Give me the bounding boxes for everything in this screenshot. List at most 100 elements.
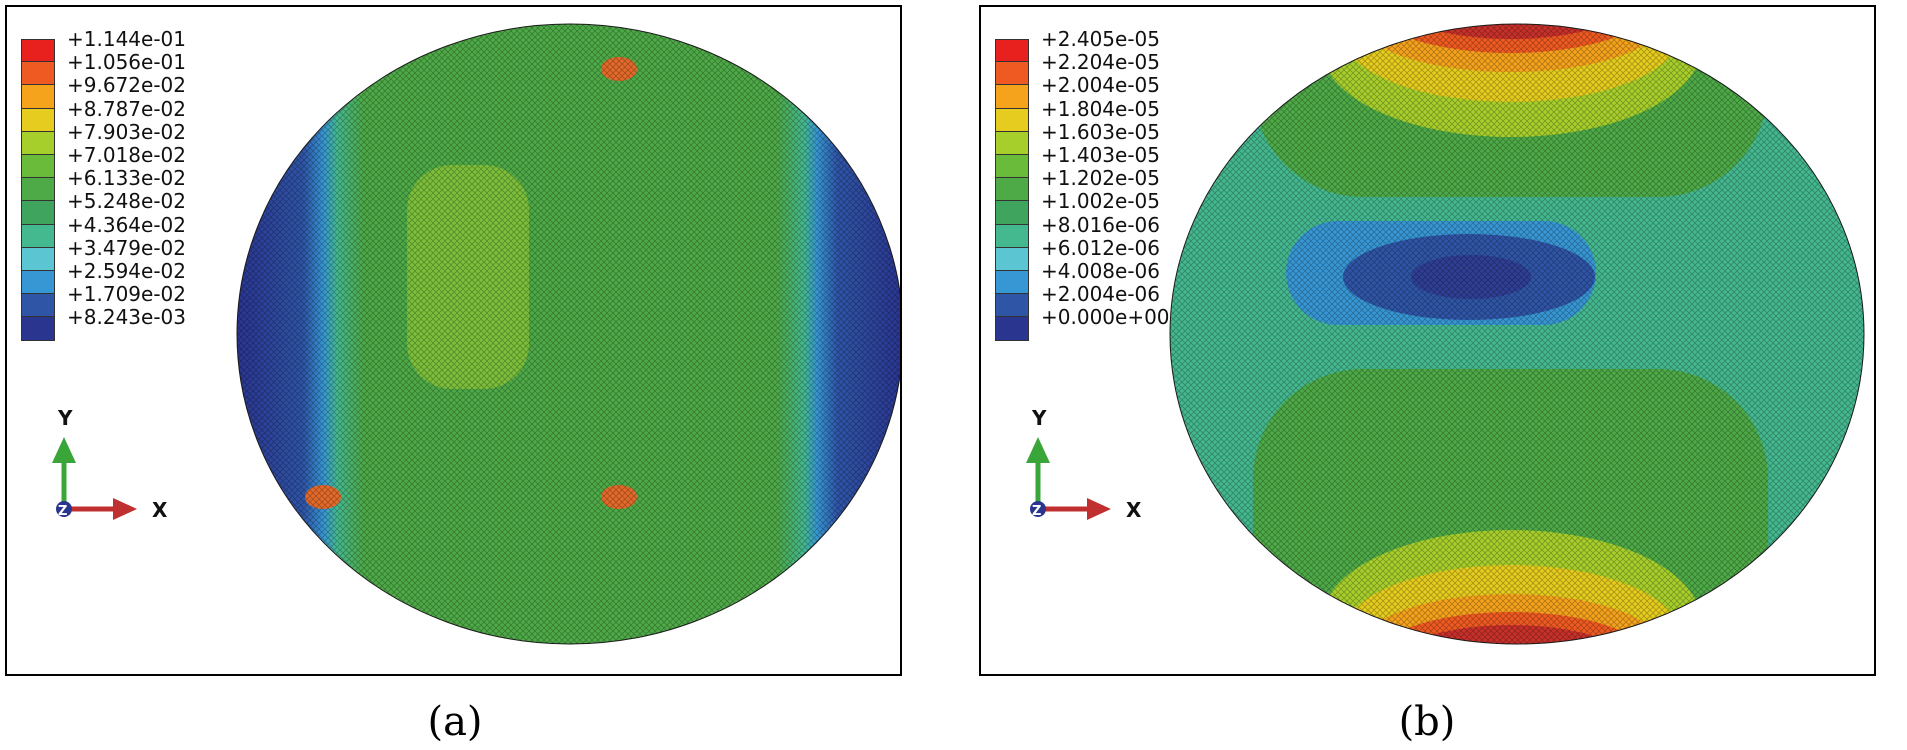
legend-label: +1.002e-05 <box>1041 189 1160 214</box>
legend-swatch <box>995 317 1029 341</box>
legend-swatch <box>995 271 1029 295</box>
x-arrow-icon <box>1087 498 1111 520</box>
legend-label: +0.000e+00 <box>1041 305 1170 330</box>
legend-entry: +2.004e-06 <box>995 280 1225 318</box>
legend-label: +1.056e-01 <box>67 50 186 75</box>
legend-entry: +1.709e-02 <box>21 280 251 318</box>
legend-label: +1.202e-05 <box>1041 166 1160 191</box>
legend-swatch <box>21 39 55 63</box>
z-axis-icon <box>56 501 72 517</box>
legend-entry: +5.248e-02 <box>21 187 251 225</box>
legend-swatch <box>995 155 1029 179</box>
z-axis-label: Z <box>58 504 67 519</box>
legend-entry: +2.204e-05 <box>995 48 1225 86</box>
coordinate-triad-b: Z Y X <box>1026 406 1142 522</box>
y-arrow-icon <box>52 437 76 463</box>
legend-entry: +1.603e-05 <box>995 118 1225 155</box>
legend-entry: +7.018e-02 <box>21 141 251 179</box>
contour-field-a: Z Y X <box>52 23 900 645</box>
legend-swatch <box>995 201 1029 225</box>
contour-fill-b <box>1170 24 1864 644</box>
legend-entry: +8.016e-06 <box>995 211 1225 248</box>
legend-label: +9.672e-02 <box>67 73 186 98</box>
legend-entry: +1.403e-05 <box>995 141 1225 179</box>
legend-entry: +4.008e-06 <box>995 257 1225 295</box>
x-arrow-icon <box>113 498 137 520</box>
legend-entry: +2.594e-02 <box>21 257 251 295</box>
y-arrow-icon <box>1026 437 1050 463</box>
legend-label: +5.248e-02 <box>67 189 186 214</box>
legend-swatch <box>21 62 55 86</box>
contour-fill-a <box>237 24 900 644</box>
y-axis-label: Y <box>1031 406 1047 430</box>
legend-label: +3.479e-02 <box>67 235 186 260</box>
legend-entry: +1.002e-05 <box>995 187 1225 225</box>
panel-caption-a: (a) <box>427 699 483 745</box>
legend-label: +2.004e-05 <box>1041 73 1160 98</box>
legend-swatch <box>21 131 55 155</box>
z-axis-label: Z <box>1032 504 1041 519</box>
contour-plot-panel-a: Z Y X +1.144e-01 +1.056e-01 +9.672e-02 +8.7… <box>5 5 902 676</box>
legend-swatch <box>21 178 55 202</box>
legend-swatch <box>21 247 55 271</box>
legend-label: +7.903e-02 <box>67 119 186 144</box>
legend-entry: +9.672e-02 <box>21 71 251 109</box>
legend-entry: +1.804e-05 <box>995 95 1225 132</box>
legend-entry: +1.202e-05 <box>995 164 1225 202</box>
x-axis-label: X <box>152 498 168 522</box>
legend-entry: +8.787e-02 <box>21 95 251 132</box>
legend-entry: +1.144e-01 <box>21 25 251 63</box>
z-axis-icon <box>1030 501 1046 517</box>
legend-swatch <box>21 224 55 248</box>
y-axis-label: Y <box>57 406 73 430</box>
legend-entry: +6.133e-02 <box>21 164 251 202</box>
legend-label: +7.018e-02 <box>67 143 186 167</box>
legend-entry: +6.012e-06 <box>995 234 1225 271</box>
legend-label: +6.012e-06 <box>1041 235 1160 260</box>
legend-swatch <box>995 131 1029 155</box>
legend-swatch <box>995 39 1029 63</box>
contour-field-b: Z Y X <box>1026 23 1865 645</box>
legend-label: +4.008e-06 <box>1041 259 1160 283</box>
contour-plot-panel-b: Z Y X +2.405e-05 +2.204e-05 +2.004e-05 +1.8… <box>979 5 1876 676</box>
legend-entry: +8.243e-03 <box>21 303 251 341</box>
legend-label: +1.144e-01 <box>67 27 186 51</box>
legend-swatch <box>995 294 1029 318</box>
legend-label: +1.709e-02 <box>67 282 186 307</box>
legend-label: +2.004e-06 <box>1041 282 1160 307</box>
legend-label: +2.594e-02 <box>67 259 186 283</box>
legend-entry: +3.479e-02 <box>21 234 251 271</box>
legend-label: +2.405e-05 <box>1041 27 1160 51</box>
legend-label: +1.403e-05 <box>1041 143 1160 167</box>
x-axis-label: X <box>1126 498 1142 522</box>
legend-label: +2.204e-05 <box>1041 50 1160 75</box>
coordinate-triad-a: Z Y X <box>52 406 168 522</box>
legend-swatch <box>995 247 1029 271</box>
legend-entry: +4.364e-02 <box>21 211 251 248</box>
legend-swatch <box>995 62 1029 86</box>
corner-hotspot <box>305 57 341 81</box>
legend-swatch <box>995 108 1029 132</box>
legend-entry: +0.000e+00 <box>995 303 1225 341</box>
legend-swatch <box>21 294 55 318</box>
legend-swatch <box>995 85 1029 109</box>
legend-swatch <box>995 224 1029 248</box>
legend-entry: +2.004e-05 <box>995 71 1225 109</box>
legend-entry: +1.056e-01 <box>21 48 251 86</box>
panel-caption-b: (b) <box>1398 699 1456 745</box>
legend-swatch <box>995 178 1029 202</box>
legend-swatch <box>21 85 55 109</box>
legend-label: +1.603e-05 <box>1041 119 1160 144</box>
legend-swatch <box>21 271 55 295</box>
legend-label: +1.804e-05 <box>1041 96 1160 121</box>
legend-entry: +2.405e-05 <box>995 25 1225 63</box>
legend-swatch <box>21 108 55 132</box>
legend-label: +8.243e-03 <box>67 305 186 330</box>
legend-swatch <box>21 317 55 341</box>
legend-label: +6.133e-02 <box>67 166 186 191</box>
legend-label: +4.364e-02 <box>67 212 186 237</box>
legend-entry: +7.903e-02 <box>21 118 251 155</box>
legend-label: +8.016e-06 <box>1041 212 1160 237</box>
legend-swatch <box>21 155 55 179</box>
legend-label: +8.787e-02 <box>67 96 186 121</box>
